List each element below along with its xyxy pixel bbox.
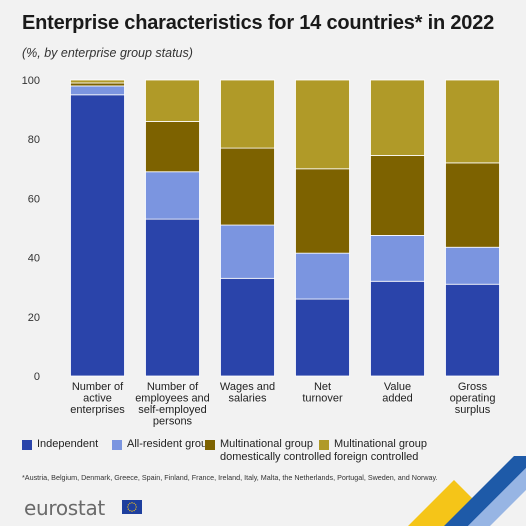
legend-label: Multinational group domestically controll… <box>220 438 332 463</box>
chart-subtitle: (%, by enterprise group status) <box>22 46 193 60</box>
y-tick-label: 60 <box>28 193 40 205</box>
bar-segment <box>70 82 125 87</box>
y-tick-label: 20 <box>28 312 40 324</box>
bar-segment <box>295 79 350 170</box>
y-axis-ticks: 0 20 40 60 80 100 <box>22 75 40 383</box>
x-axis-labels: Number of active enterprises Number of emplo… <box>70 381 495 428</box>
bar-segment <box>445 246 500 285</box>
x-tick-label: Wages and salaries <box>220 381 275 405</box>
bar-segment <box>220 224 275 279</box>
bar-segment <box>445 79 500 164</box>
legend-swatch <box>205 440 215 450</box>
bar-segment <box>70 79 125 84</box>
footnote: *Austria, Belgium, Denmark, Greece, Spai… <box>22 473 438 482</box>
bar-segment <box>370 79 425 156</box>
legend-label: Multinational group foreign controlled <box>334 438 427 463</box>
legend-swatch <box>319 440 329 450</box>
bar-segment <box>445 283 500 377</box>
y-tick-label: 100 <box>22 75 40 87</box>
legend-item: Multinational group foreign controlled <box>319 438 427 464</box>
eurostat-logo: eurostat <box>24 496 105 520</box>
y-tick-label: 0 <box>34 371 40 383</box>
y-tick-label: 40 <box>28 253 40 265</box>
legend-label: All-resident group <box>127 438 214 450</box>
bars <box>70 79 500 377</box>
chart-title: Enterprise characteristics for 14 countr… <box>22 12 495 34</box>
legend-swatch <box>22 440 32 450</box>
bar-segment <box>70 94 125 377</box>
bar-segment <box>145 79 200 122</box>
legend-item: Independent <box>22 438 98 451</box>
decorative-chevron-icon <box>408 456 526 526</box>
bar-segment <box>145 218 200 377</box>
bar-segment <box>370 234 425 282</box>
x-tick-label: Gross operating surplus <box>450 381 496 416</box>
bar-segment <box>220 277 275 377</box>
eu-flag-icon <box>122 500 142 514</box>
bar-segment <box>370 155 425 236</box>
bar-segment <box>295 252 350 300</box>
bar-segment <box>445 162 500 248</box>
bar-segment <box>145 171 200 220</box>
x-tick-label: Number of active enterprises <box>70 381 125 416</box>
bar-segment <box>370 280 425 377</box>
legend-item: Multinational group domestically controll… <box>205 438 331 464</box>
bar-segment <box>145 121 200 173</box>
legend-label: Independent <box>37 438 99 450</box>
x-tick-label: Value added <box>382 381 413 405</box>
bar-segment <box>295 298 350 377</box>
x-tick-label: Net turnover <box>302 381 343 405</box>
chart-legend: Independent All-resident group Multination… <box>22 438 512 472</box>
legend-swatch <box>112 440 122 450</box>
y-tick-label: 80 <box>28 134 40 146</box>
bar-segment <box>295 168 350 254</box>
x-tick-label: Number of employees and self-employed perso… <box>135 381 210 428</box>
bar-segment <box>220 147 275 226</box>
bar-segment <box>70 85 125 96</box>
legend-item: All-resident group <box>112 438 213 451</box>
bar-segment <box>220 79 275 149</box>
